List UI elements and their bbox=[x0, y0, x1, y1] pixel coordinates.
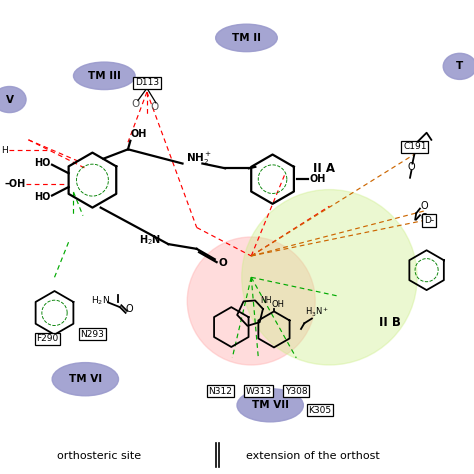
Text: OH: OH bbox=[309, 174, 326, 184]
Text: O: O bbox=[151, 101, 159, 112]
Text: H$_2$N: H$_2$N bbox=[139, 233, 161, 247]
Text: TM VII: TM VII bbox=[252, 400, 289, 410]
Text: NH: NH bbox=[260, 297, 271, 305]
Text: OH: OH bbox=[271, 301, 284, 309]
Text: extension of the orthost: extension of the orthost bbox=[246, 451, 380, 461]
Text: HO: HO bbox=[34, 158, 51, 168]
Circle shape bbox=[187, 237, 315, 365]
Text: TM II: TM II bbox=[232, 33, 261, 43]
Text: NH$_2^+$: NH$_2^+$ bbox=[186, 151, 212, 167]
Text: T: T bbox=[456, 61, 464, 72]
Text: F290: F290 bbox=[36, 335, 58, 343]
Text: H$_3$N$^+$: H$_3$N$^+$ bbox=[305, 306, 330, 319]
Text: TM VI: TM VI bbox=[69, 374, 102, 384]
Text: H$_2$N: H$_2$N bbox=[91, 295, 110, 307]
Text: HO: HO bbox=[34, 192, 51, 202]
Text: –OH: –OH bbox=[5, 179, 26, 189]
Text: Y308: Y308 bbox=[285, 387, 308, 395]
Circle shape bbox=[242, 190, 417, 365]
Text: II A: II A bbox=[313, 162, 335, 175]
Text: H: H bbox=[1, 146, 8, 155]
Text: D113: D113 bbox=[135, 79, 159, 87]
Ellipse shape bbox=[443, 54, 474, 80]
Text: N293: N293 bbox=[81, 330, 104, 338]
Text: V: V bbox=[6, 94, 13, 105]
Text: II B: II B bbox=[379, 316, 401, 329]
Ellipse shape bbox=[237, 389, 303, 422]
Text: OH: OH bbox=[130, 129, 147, 139]
Text: W313: W313 bbox=[245, 387, 272, 395]
Text: N312: N312 bbox=[209, 387, 232, 395]
Text: O: O bbox=[125, 304, 133, 314]
Text: O: O bbox=[408, 162, 415, 172]
Text: orthosteric site: orthosteric site bbox=[57, 451, 142, 461]
Text: O: O bbox=[218, 258, 227, 268]
Text: O: O bbox=[420, 201, 428, 211]
Ellipse shape bbox=[73, 62, 135, 90]
Text: O: O bbox=[131, 99, 139, 109]
Text: TM III: TM III bbox=[88, 71, 121, 81]
Ellipse shape bbox=[0, 86, 26, 113]
Text: D-: D- bbox=[424, 216, 434, 225]
Text: O: O bbox=[420, 213, 428, 223]
Text: C191: C191 bbox=[403, 143, 427, 151]
Text: K305: K305 bbox=[309, 406, 331, 414]
Ellipse shape bbox=[216, 24, 277, 52]
Ellipse shape bbox=[52, 363, 118, 396]
